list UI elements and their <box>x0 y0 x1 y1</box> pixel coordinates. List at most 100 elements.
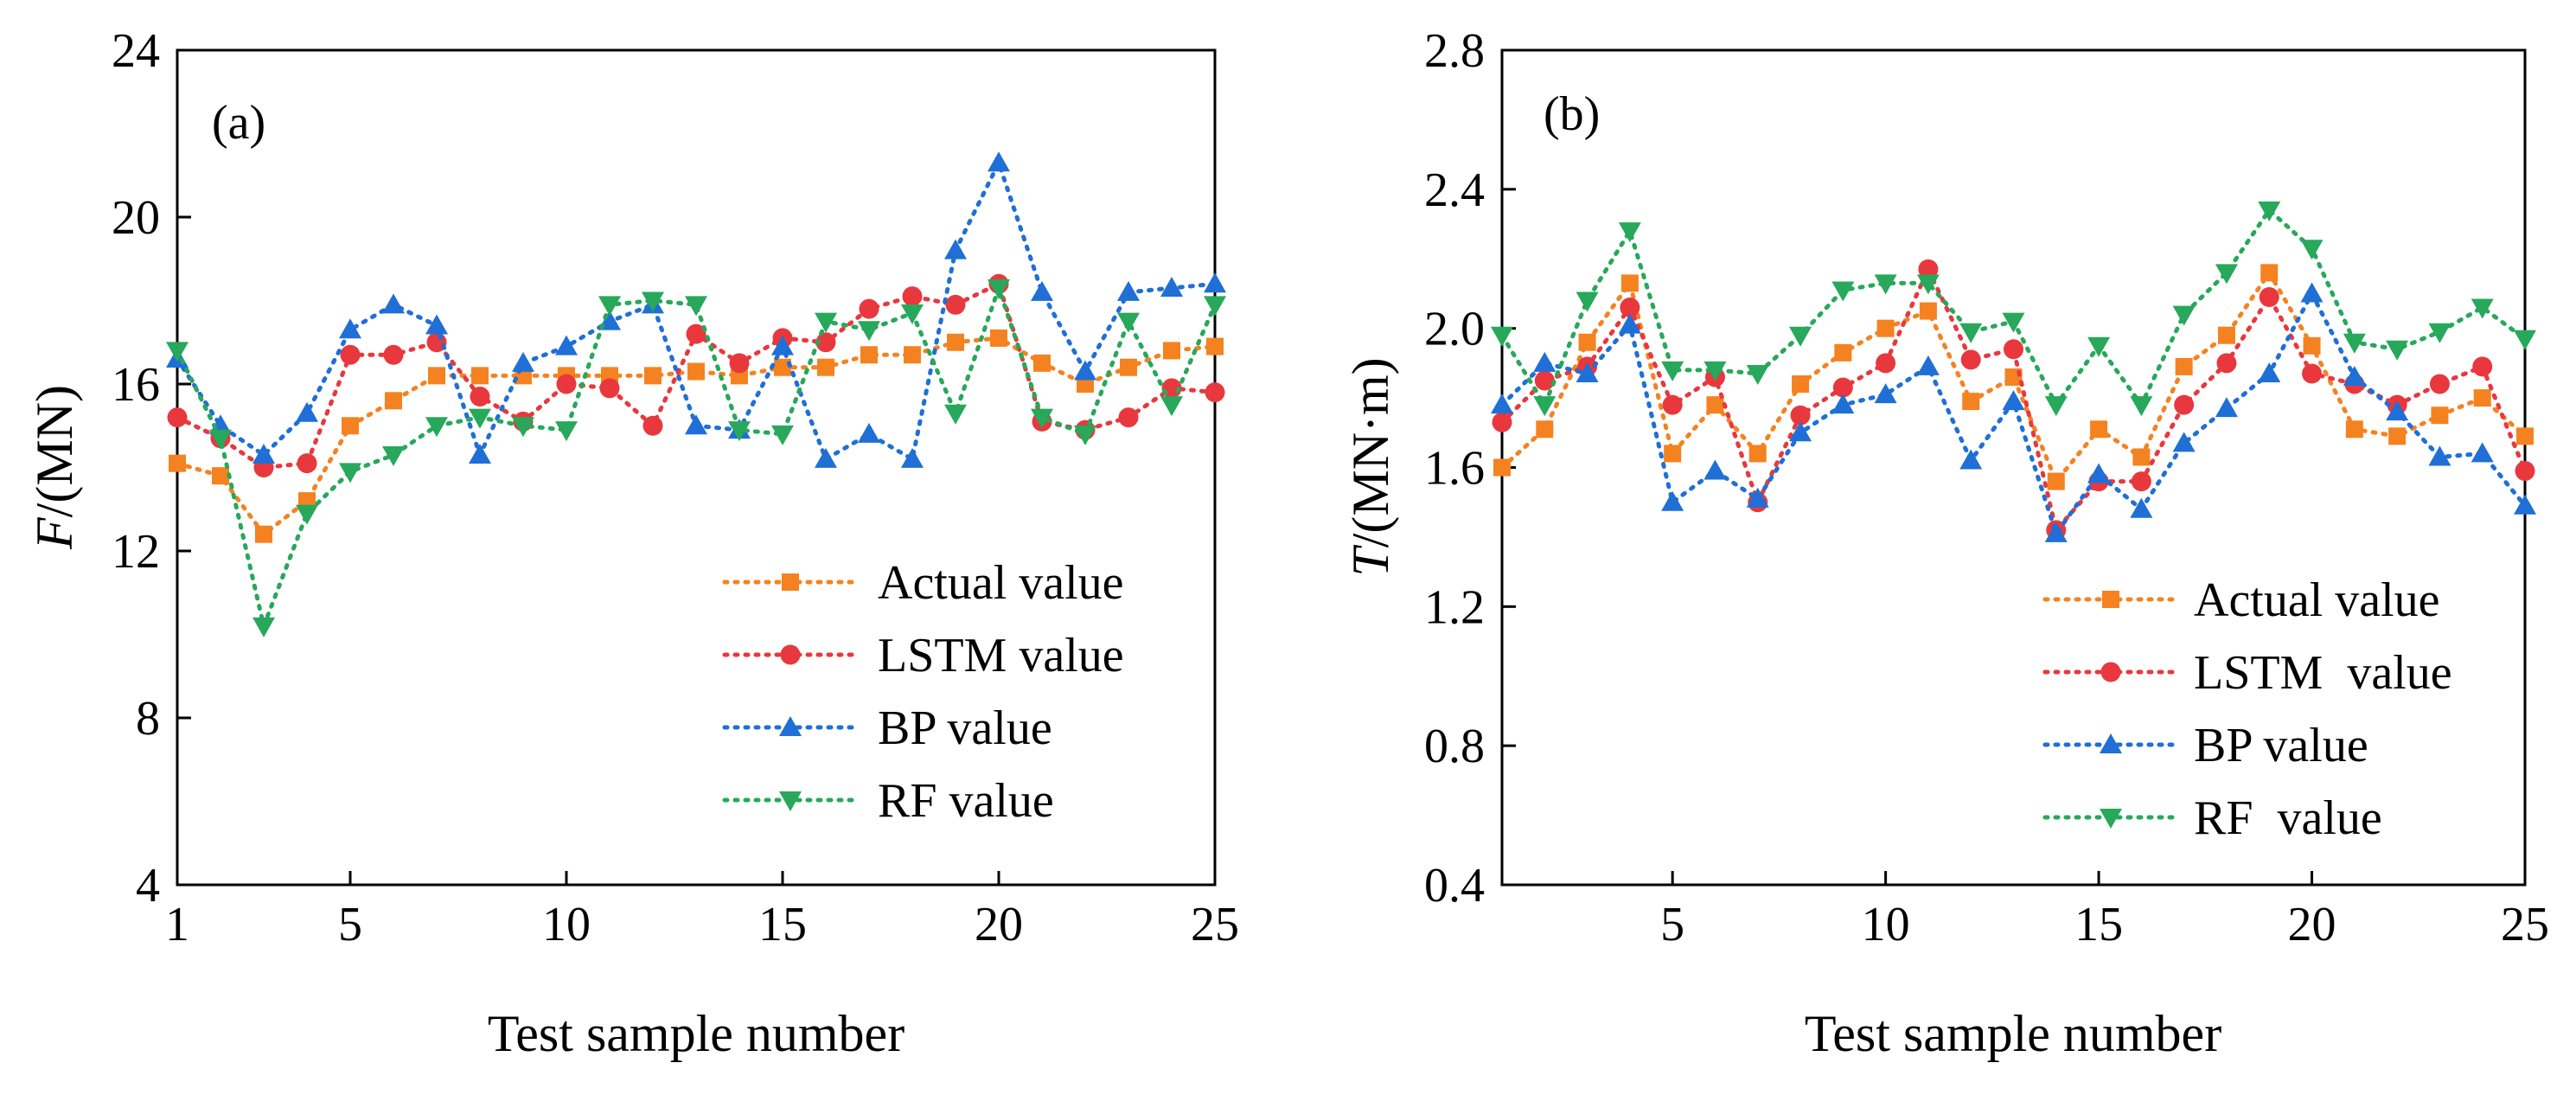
lstm-b-point-5 <box>1662 394 1683 415</box>
lstm-a-point-1 <box>167 407 188 428</box>
series-rf-a <box>166 279 1226 637</box>
bp-b-point-25 <box>2514 494 2536 515</box>
rf-a-point-17 <box>858 321 880 342</box>
rf-a-point-12 <box>642 291 664 312</box>
y-tick-label-a-20: 20 <box>112 191 160 245</box>
actual-b-point-2 <box>1536 420 1554 439</box>
rf-b-point-22 <box>2386 340 2409 361</box>
lstm-a-point-25 <box>1205 382 1225 403</box>
lstm-b-point-4 <box>1620 298 1640 318</box>
actual-a-point-2 <box>212 467 229 485</box>
actual-a-point-21 <box>1033 354 1051 372</box>
rf-a-point-15 <box>771 425 794 445</box>
rf-a-point-23 <box>1117 312 1140 333</box>
actual-a-point-7 <box>428 367 445 385</box>
legend-item-lstm-a: LSTM value <box>722 629 1124 682</box>
x-axis-title-a: Test sample number <box>488 1005 904 1062</box>
rf-b-point-1 <box>1491 326 1513 347</box>
bp-a-point-25 <box>1204 272 1226 293</box>
legend-label-actual-b: Actual value <box>2194 573 2440 627</box>
actual-a-point-12 <box>644 367 662 385</box>
rf-a-point-18 <box>901 304 924 324</box>
bp-b-point-9 <box>1831 394 1855 414</box>
bp-b-point-11 <box>1916 355 1940 375</box>
bp-b-point-1 <box>1491 394 1513 414</box>
series-actual-a <box>169 329 1224 543</box>
lstm-a-point-17 <box>859 298 879 319</box>
actual-a-point-17 <box>860 346 878 364</box>
y-axis-symbol-b: T <box>1342 545 1399 577</box>
rf-b-point-25 <box>2514 330 2536 350</box>
lstm-b-point-10 <box>1876 353 1896 374</box>
legend-label-bp-b: BP value <box>2194 719 2368 772</box>
bp-a-point-4 <box>296 401 318 422</box>
legend-label-lstm-b: LSTM value <box>2194 646 2452 700</box>
legend-item-rf-a: RF value <box>722 774 1054 828</box>
actual-b-point-20 <box>2303 336 2321 355</box>
x-tick-label-a-15: 15 <box>758 898 807 951</box>
bp-a-point-13 <box>685 414 707 435</box>
bp-b-point-4 <box>1618 313 1641 334</box>
rf-a-point-21 <box>1031 408 1053 429</box>
bp-b-point-18 <box>2215 397 2238 418</box>
rf-b-point-8 <box>1789 326 1812 347</box>
legend-label-lstm-a: LSTM value <box>878 629 1124 682</box>
bp-a-point-9 <box>512 351 534 372</box>
bp-a-point-24 <box>1160 277 1183 298</box>
lstm-a-point-16 <box>815 332 836 353</box>
x-tick-label-b-5: 5 <box>1660 898 1684 951</box>
bp-a-point-21 <box>1031 280 1053 301</box>
actual-b-point-4 <box>1620 274 1639 292</box>
panel-label-a: (a) <box>212 96 265 150</box>
y-tick-label-b-2.8: 2.8 <box>1424 24 1485 78</box>
rf-b-point-20 <box>2300 240 2324 260</box>
bp-b-point-19 <box>2258 362 2281 382</box>
bp-a-point-19 <box>944 239 967 259</box>
rf-a-point-10 <box>555 421 578 442</box>
rf-b-point-18 <box>2215 264 2238 285</box>
rf-b-point-3 <box>1576 291 1599 312</box>
bp-b-point-15 <box>2087 463 2111 483</box>
lstm-a-point-18 <box>902 286 923 307</box>
lstm-b-point-1 <box>1492 412 1512 432</box>
bp-a-point-23 <box>1117 280 1140 301</box>
rf-a-point-20 <box>988 279 1010 300</box>
rf-a-point-1 <box>166 342 189 362</box>
bp-b-point-21 <box>2343 365 2366 386</box>
actual-b-point-23 <box>2431 407 2449 425</box>
lstm-a-point-4 <box>297 453 317 474</box>
rf-a-point-13 <box>685 296 707 317</box>
legend-item-bp-b: BP value <box>2042 719 2368 772</box>
y-axis-title-b: T/(MN·m) <box>1342 357 1399 576</box>
actual-b-point-11 <box>1919 302 1937 320</box>
y-tick-label-b-2.4: 2.4 <box>1424 163 1485 217</box>
bp-a-point-20 <box>988 151 1010 172</box>
bp-b-point-5 <box>1661 490 1684 511</box>
y-tick-label-b-0.8: 0.8 <box>1424 720 1485 773</box>
bp-b-point-24 <box>2471 442 2494 463</box>
lstm-b-point-20 <box>2302 363 2323 384</box>
y-tick-label-a-24: 24 <box>112 24 160 78</box>
lstm-a-point-13 <box>686 323 706 344</box>
rf-a-point-16 <box>815 312 837 333</box>
actual-b-point-22 <box>2388 427 2407 445</box>
bp-a-point-22 <box>1074 360 1096 381</box>
actual-a-point-1 <box>169 454 186 472</box>
actual-a-point-16 <box>817 358 834 376</box>
panel-label-b: (b) <box>1544 87 1600 141</box>
lstm-b-point-25 <box>2515 461 2535 482</box>
series-rf-b <box>1491 201 2536 417</box>
bp-a-point-16 <box>815 447 837 468</box>
bp-a-point-17 <box>858 422 880 443</box>
y-axis-symbol-a: F <box>26 516 83 550</box>
rf-b-point-13 <box>2002 312 2025 333</box>
lstm-b-point-16 <box>2131 471 2151 492</box>
actual-b-point-25 <box>2516 427 2534 445</box>
lstm-a-point-23 <box>1118 407 1139 428</box>
bp-a-point-6 <box>382 293 405 314</box>
ticks-b: 5 10 15 20 25 0.4 0.8 1.2 1.6 2.0 2.4 2.8 <box>1424 24 2549 951</box>
legend-item-bp-a: BP value <box>722 701 1052 755</box>
y-axis-unit-a: /(MN) <box>26 385 83 517</box>
